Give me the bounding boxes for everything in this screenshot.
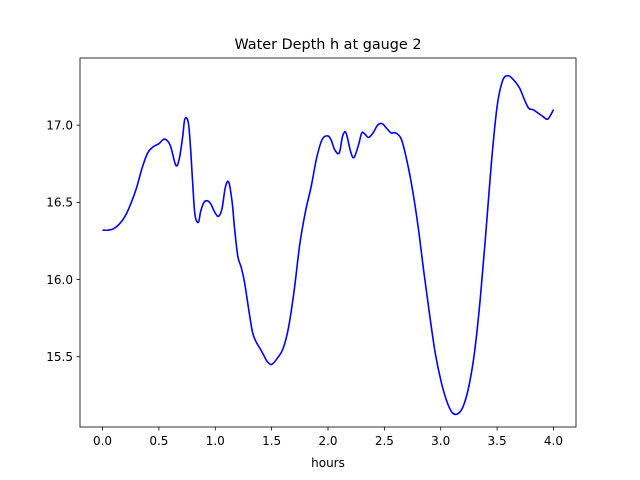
x-tick-label: 1.0 <box>206 434 225 448</box>
x-tick-label: 1.5 <box>262 434 281 448</box>
series-line-0 <box>102 74 555 416</box>
chart-title: Water Depth h at gauge 2 <box>234 37 421 53</box>
y-axis: 15.5 16.0 16.5 17.0 <box>46 118 80 364</box>
x-axis: 0.0 0.5 1.0 1.5 2.0 2.5 3.0 3.5 4.0 <box>93 427 563 448</box>
y-tick-label: 16.0 <box>46 273 73 287</box>
x-tick-label: 2.5 <box>375 434 394 448</box>
x-tick-label: 3.5 <box>488 434 507 448</box>
y-tick-label: 16.5 <box>46 196 73 210</box>
y-tick-label: 17.0 <box>46 118 73 132</box>
x-axis-label: hours <box>311 456 345 470</box>
x-tick-label: 3.0 <box>431 434 450 448</box>
series-layer <box>102 74 555 416</box>
x-tick-label: 0.0 <box>93 434 112 448</box>
y-tick-label: 15.5 <box>46 350 73 364</box>
x-tick-label: 2.0 <box>318 434 337 448</box>
x-tick-label: 0.5 <box>149 434 168 448</box>
x-tick-label: 4.0 <box>544 434 563 448</box>
